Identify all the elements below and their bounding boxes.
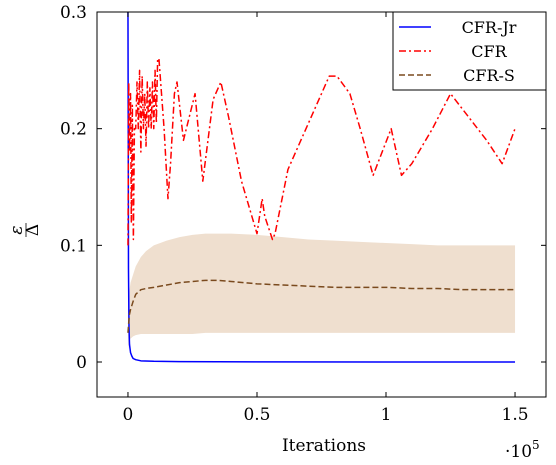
x-tick-label: 0 bbox=[123, 405, 134, 425]
y-axis-label-denominator: Δ bbox=[23, 224, 43, 236]
cfr-s-confidence-band bbox=[127, 233, 516, 351]
cfr-s-confidence-band-layer bbox=[127, 233, 516, 351]
legend-label-cfr: CFR bbox=[471, 42, 507, 61]
series-layer bbox=[127, 11, 516, 363]
y-axis-label-numerator: ε bbox=[7, 225, 27, 234]
tick-layer: 0 0.5 1 1.5 0 0.1 0.2 0.3 bbox=[60, 3, 546, 425]
legend: CFR-Jr CFR CFR-S bbox=[392, 11, 547, 91]
x-tick-label: 0.5 bbox=[243, 405, 270, 425]
cfr-s-series-line bbox=[127, 279, 516, 333]
x-axis-label: Iterations bbox=[282, 436, 366, 456]
plot-frame bbox=[96, 11, 547, 398]
cfr-series-line bbox=[127, 57, 516, 246]
cfr-jr-series-line bbox=[127, 11, 516, 363]
y-axis-label: ε Δ bbox=[7, 223, 43, 237]
x-multiplier-exponent: 5 bbox=[532, 438, 540, 452]
y-tick-label: 0 bbox=[76, 353, 87, 373]
y-tick-label: 0.1 bbox=[60, 236, 87, 256]
x-multiplier-base: ·10 bbox=[505, 442, 532, 462]
x-axis-multiplier: ·105 bbox=[505, 438, 540, 462]
legend-label-cfr-s: CFR-S bbox=[463, 66, 515, 85]
x-tick-label: 1 bbox=[381, 405, 392, 425]
y-tick-label: 0.2 bbox=[60, 120, 87, 140]
legend-label-cfr-jr: CFR-Jr bbox=[462, 18, 517, 37]
y-tick-label: 0.3 bbox=[60, 3, 87, 23]
x-tick-label: 1.5 bbox=[502, 405, 529, 425]
